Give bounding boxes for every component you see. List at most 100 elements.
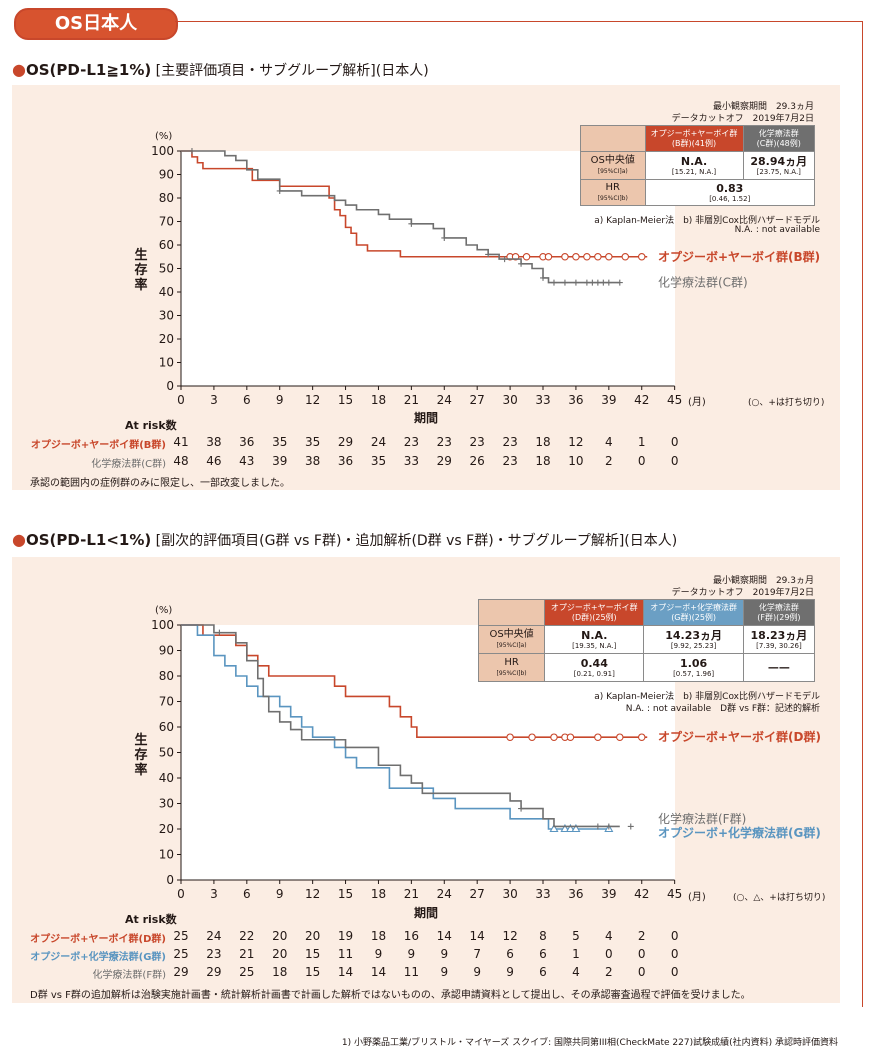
risk-count: 18: [370, 929, 387, 943]
series-label: オプジーボ+ヤーボイ群(B群): [658, 249, 820, 264]
km-curve-1: [181, 624, 648, 738]
section2-title-bold: OS(PD-L1<1%): [25, 531, 152, 549]
x-tick-label: 6: [243, 393, 251, 405]
os-ci-g: [9.92, 25.23]: [670, 641, 717, 650]
table-row-os-label: OS中央値 [95%CI]a): [580, 151, 646, 180]
os-median-b: N.A.: [680, 154, 708, 168]
risk-count: 24: [206, 929, 222, 943]
risk-count: 25: [173, 947, 189, 961]
table-header-b-label: オプジーボ+ヤーボイ群 (B群)(41例): [650, 128, 738, 148]
table-header-g-label: オプジーボ+化学療法群 (G群)(25例): [650, 602, 737, 622]
table-header-f-label: 化学療法群 (F群)(29例): [757, 602, 801, 622]
y-tick-label: 100: [151, 618, 174, 632]
risk-count: 18: [272, 965, 288, 979]
risk-count: 18: [535, 454, 551, 468]
x-tick-label: 15: [338, 393, 353, 405]
risk-count: 4: [605, 929, 613, 943]
censor-mark-circle: [566, 733, 575, 741]
bullet-icon: ●: [12, 530, 26, 549]
section2-note-1: a) Kaplan-Meier法 b) 非層別Cox比例ハザードモデル: [594, 692, 820, 702]
risk-count: 2: [605, 965, 613, 979]
section2-summary-table: オプジーボ+ヤーボイ群 (D群)(25例) オプジーボ+化学療法群 (G群)(2…: [477, 599, 816, 682]
censor-mark-plus: [605, 823, 612, 830]
hr-ci-g: [0.57, 1.96]: [673, 669, 715, 678]
risk-count: 1: [637, 435, 646, 449]
section1-title: ●OS(PD-L1≧1%) [主要評価項目・サブグループ解析](日本人): [12, 60, 429, 80]
ci-label: [95%CI]b): [496, 669, 527, 677]
hr-label: HR: [504, 656, 519, 668]
section2-meta-2: データカットオフ 2019年7月2日: [671, 588, 814, 598]
x-tick-label: 27: [470, 393, 485, 405]
censor-mark-circle: [522, 253, 531, 261]
section1-summary-table: オプジーボ+ヤーボイ群 (B群)(41例) 化学療法群 (C群)(48例) OS…: [580, 125, 816, 206]
os-ci-d: [19.35, N.A.]: [572, 641, 617, 650]
ci-label: [95%CI]a): [496, 641, 527, 649]
y-tick-label: 20: [159, 822, 174, 836]
risk-count: 33: [403, 454, 419, 468]
x-tick-label: 39: [601, 393, 616, 405]
y-tick-label: 40: [159, 285, 174, 299]
y-tick-label: 40: [159, 771, 174, 785]
risk-count: 39: [272, 454, 288, 468]
risk-count: 14: [337, 965, 354, 979]
y-tick-label: 0: [166, 379, 174, 393]
censor-mark-plus: [561, 279, 568, 286]
hr-ci-d: [0.21, 0.91]: [573, 669, 615, 678]
risk-count: 6: [539, 947, 547, 961]
risk-count: 0: [637, 454, 646, 468]
series-label: 化学療法群(C群): [658, 275, 748, 290]
x-tick-label: 21: [404, 393, 419, 405]
risk-count: 35: [304, 435, 321, 449]
table-header-g: オプジーボ+化学療法群 (G群)(25例): [643, 599, 744, 626]
risk-count: 8: [539, 929, 547, 943]
risk-count: 38: [206, 435, 222, 449]
risk-count: 36: [337, 454, 354, 468]
hr-value-f: ——: [767, 661, 790, 674]
risk-count: 46: [206, 454, 222, 468]
section2-title-rest: [副次的評価項目(G群 vs F群)・追加解析(D群 vs F群)・サブグループ…: [155, 533, 678, 549]
risk-count: 16: [403, 929, 419, 943]
censor-mark-circle: [594, 253, 602, 261]
risk-row-label: オプジーボ+ヤーボイ群(D群): [30, 934, 166, 945]
risk-count: 2: [637, 929, 646, 943]
risk-count: 23: [469, 435, 485, 449]
censor-mark-plus: [518, 260, 525, 267]
os-median-label: OS中央値: [489, 628, 534, 640]
censor-mark-circle: [637, 733, 646, 741]
ci-label: [95%CI]b): [597, 194, 628, 202]
section1-xunit: (月): [688, 397, 706, 408]
risk-count: 41: [173, 435, 189, 449]
risk-count: 19: [337, 929, 354, 943]
x-tick-label: 3: [210, 887, 218, 900]
risk-count: 10: [568, 454, 584, 468]
censor-mark-plus: [550, 279, 557, 286]
y-tick-label: 100: [151, 144, 174, 158]
section1-yunit: (%): [155, 131, 173, 142]
bullet-icon: ●: [12, 60, 26, 79]
risk-count: 9: [440, 947, 449, 961]
censor-mark-circle: [637, 253, 646, 261]
y-tick-label: 0: [166, 873, 174, 887]
series-label: オプジーボ+化学療法群(G群): [658, 825, 821, 840]
section1-censor-note: (○、+は打ち切り): [748, 398, 825, 408]
x-tick-label: 12: [305, 393, 320, 405]
x-tick-label: 24: [437, 887, 452, 900]
risk-count: 5: [572, 929, 580, 943]
y-tick-label: 90: [159, 168, 174, 182]
risk-count: 1: [572, 947, 580, 961]
series-label: 化学療法群(F群): [658, 811, 746, 826]
y-tick-label: 70: [159, 215, 174, 229]
table-header-d-label: オプジーボ+ヤーボイ群 (D群)(25例): [550, 602, 638, 622]
risk-count: 4: [605, 435, 613, 449]
right-rule: [862, 21, 863, 1007]
risk-count: 4: [572, 965, 580, 979]
risk-count: 7: [473, 947, 481, 961]
section2-footnote: D群 vs F群の追加解析は治験実施計画書・統計解析計画書で計画した解析ではない…: [30, 990, 751, 1001]
km-curve-1: [181, 150, 648, 258]
risk-count: 25: [173, 929, 189, 943]
risk-count: 0: [637, 965, 646, 979]
risk-count: 0: [670, 435, 679, 449]
y-tick-label: 10: [159, 848, 174, 862]
x-tick-label: 33: [535, 887, 550, 900]
